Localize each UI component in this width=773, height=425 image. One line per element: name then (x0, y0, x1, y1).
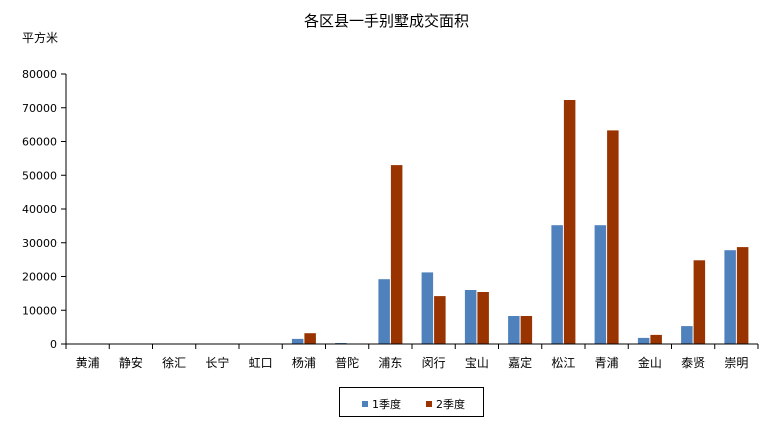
bar-q2-7 (390, 165, 403, 344)
legend-item-q1: 1季度 (362, 396, 401, 412)
x-tick-label-9: 宝山 (465, 356, 489, 370)
bar-q2-9 (477, 292, 489, 344)
bar-q2-8 (434, 296, 446, 344)
x-tick-label-12: 青浦 (595, 356, 619, 370)
y-tick-label-7: 70000 (22, 102, 57, 115)
x-tick-label-5: 杨浦 (292, 355, 316, 370)
x-tick-label-0: 黄浦 (76, 356, 100, 370)
x-tick-label-2: 徐汇 (162, 355, 186, 370)
legend-swatch-q2 (426, 401, 432, 407)
bar-q1-8 (421, 272, 434, 344)
legend: 1季度 2季度 (339, 387, 484, 417)
bar-q2-12 (607, 130, 619, 344)
bar-q1-10 (508, 316, 520, 344)
y-tick-label-1: 10000 (22, 304, 57, 317)
x-tick-label-7: 浦东 (378, 356, 402, 370)
legend-label-q2: 2季度 (436, 398, 465, 411)
bar-q1-12 (594, 225, 607, 344)
legend-swatch-q1 (362, 401, 368, 407)
x-tick-label-11: 松江 (551, 356, 575, 370)
bar-q1-11 (551, 225, 563, 344)
bar-q1-14 (681, 326, 693, 344)
x-tick-label-1: 静安 (119, 355, 143, 370)
x-tick-label-13: 金山 (638, 355, 662, 370)
bar-q1-15 (724, 250, 736, 344)
x-tick-label-14: 泰贤 (681, 356, 705, 370)
bar-q2-13 (650, 334, 662, 344)
legend-label-q1: 1季度 (372, 398, 401, 411)
y-tick-label-5: 50000 (22, 169, 57, 182)
bar-q2-10 (520, 316, 533, 344)
y-tick-label-0: 0 (50, 338, 57, 351)
x-tick-label-3: 长宁 (205, 355, 229, 370)
bar-q1-7 (378, 279, 390, 344)
y-axis-unit-label: 平方米 (22, 31, 59, 45)
x-tick-label-15: 崇明 (724, 356, 748, 370)
x-tick-label-6: 普陀 (335, 355, 359, 370)
bar-q2-15 (736, 247, 749, 344)
bar-q1-5 (291, 338, 304, 344)
y-tick-label-4: 40000 (22, 203, 57, 216)
y-tick-label-6: 60000 (22, 136, 57, 149)
x-tick-label-8: 闵行 (422, 355, 446, 370)
y-tick-label-2: 20000 (22, 271, 57, 284)
bar-q2-14 (693, 260, 706, 344)
y-tick-label-3: 30000 (22, 237, 57, 250)
bar-q2-11 (563, 100, 576, 344)
legend-item-q2: 2季度 (426, 396, 465, 412)
bar-q2-5 (304, 333, 316, 344)
bar-q1-13 (637, 337, 650, 344)
x-tick-label-10: 嘉定 (508, 355, 532, 370)
bar-q1-9 (464, 290, 477, 344)
y-tick-label-8: 80000 (22, 68, 57, 81)
x-tick-label-4: 虹口 (249, 356, 273, 370)
chart-title: 各区县一手别墅成交面积 (303, 12, 469, 30)
